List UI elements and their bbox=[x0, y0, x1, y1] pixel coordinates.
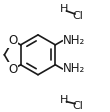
Text: H: H bbox=[60, 4, 68, 14]
Text: Cl: Cl bbox=[73, 11, 83, 21]
Text: O: O bbox=[8, 63, 17, 76]
Text: Cl: Cl bbox=[73, 101, 83, 111]
Text: O: O bbox=[8, 34, 17, 47]
Text: H: H bbox=[60, 95, 68, 105]
Text: NH₂: NH₂ bbox=[63, 34, 85, 47]
Text: NH₂: NH₂ bbox=[63, 62, 85, 75]
